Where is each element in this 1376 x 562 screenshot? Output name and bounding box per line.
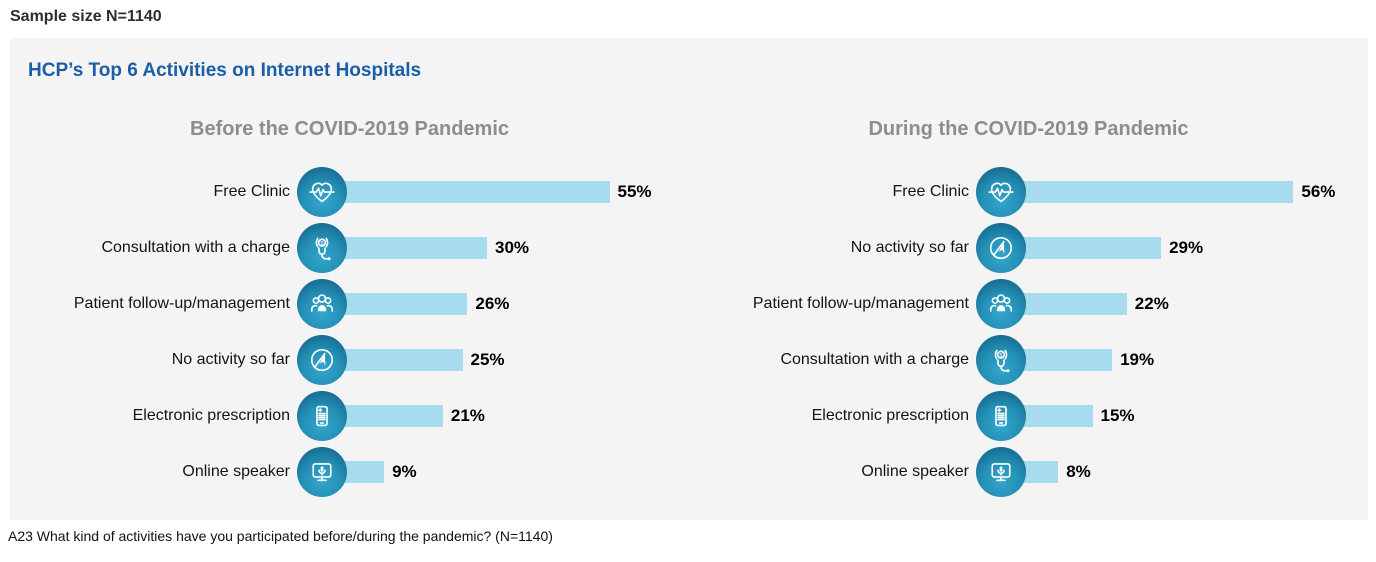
value-label: 9% [392, 462, 417, 481]
chart-during-rows: Free Clinic 56% No activity so far 29% Patie… [689, 167, 1368, 497]
value-label: 29% [1169, 238, 1204, 257]
phone-prescription-icon [976, 391, 1026, 441]
survey-question-footnote: A23 What kind of activities have you par… [8, 528, 553, 544]
value-label: 25% [470, 350, 505, 369]
category-label: No activity so far [171, 351, 290, 368]
chart-row: No activity so far 25% [10, 335, 689, 385]
category-label: No activity so far [850, 239, 969, 256]
category-label: Electronic prescription [132, 407, 290, 424]
value-label: 15% [1100, 406, 1135, 425]
chart-row: Free Clinic 56% [689, 167, 1368, 217]
category-label: Consultation with a charge [780, 351, 969, 368]
bar [340, 181, 610, 203]
category-label: Patient follow-up/management [73, 295, 290, 312]
value-label: 55% [617, 182, 652, 201]
bar [1019, 405, 1093, 427]
monitor-mic-icon [976, 447, 1026, 497]
paper-plane-icon [297, 335, 347, 385]
bar [1019, 349, 1113, 371]
chart-before-rows: Free Clinic 55% Consultation with a charge… [10, 167, 689, 497]
charts-container: Before the COVID-2019 Pandemic Free Clin… [10, 106, 1368, 497]
svg-text:$: $ [320, 241, 324, 247]
chart-row: Consultation with a charge $30% [10, 223, 689, 273]
bar [340, 237, 487, 259]
monitor-mic-icon [297, 447, 347, 497]
svg-text:$: $ [999, 353, 1003, 359]
category-label: Free Clinic [892, 183, 969, 200]
bar [1019, 181, 1294, 203]
bar [340, 349, 463, 371]
value-label: 21% [450, 406, 485, 425]
chart-row: Online speaker 9% [10, 447, 689, 497]
category-label: Consultation with a charge [101, 239, 290, 256]
chart-during-title: During the COVID-2019 Pandemic [868, 118, 1189, 140]
bar [1019, 461, 1059, 483]
heartbeat-icon [976, 167, 1026, 217]
sample-size-label: Sample size N=1140 [10, 8, 162, 25]
chart-row: Electronic prescription 21% [10, 391, 689, 441]
heartbeat-icon [297, 167, 347, 217]
chart-row: Free Clinic 55% [10, 167, 689, 217]
bar [1019, 237, 1162, 259]
chart-row: Patient follow-up/management 22% [689, 279, 1368, 329]
value-label: 8% [1066, 462, 1091, 481]
chart-before-pandemic: Before the COVID-2019 Pandemic Free Clin… [10, 106, 689, 497]
page-title: HCP’s Top 6 Activities on Internet Hospi… [28, 60, 422, 81]
category-label: Online speaker [861, 463, 969, 480]
value-label: 30% [495, 238, 530, 257]
category-label: Electronic prescription [811, 407, 969, 424]
chart-before-title: Before the COVID-2019 Pandemic [190, 118, 509, 140]
chart-row: Electronic prescription 15% [689, 391, 1368, 441]
stethoscope-dollar-icon: $ [297, 223, 347, 273]
chart-row: Consultation with a charge $19% [689, 335, 1368, 385]
paper-plane-icon [976, 223, 1026, 273]
phone-prescription-icon [297, 391, 347, 441]
people-group-icon [297, 279, 347, 329]
chart-row: Online speaker 8% [689, 447, 1368, 497]
bar [340, 405, 443, 427]
chart-panel: HCP’s Top 6 Activities on Internet Hospi… [10, 38, 1368, 520]
chart-row: Patient follow-up/management 26% [10, 279, 689, 329]
value-label: 22% [1134, 294, 1169, 313]
category-label: Patient follow-up/management [752, 295, 969, 312]
bar [1019, 293, 1127, 315]
category-label: Free Clinic [213, 183, 290, 200]
bar [340, 293, 468, 315]
bar [340, 461, 385, 483]
category-label: Online speaker [182, 463, 290, 480]
chart-row: No activity so far 29% [689, 223, 1368, 273]
value-label: 19% [1120, 350, 1155, 369]
chart-during-pandemic: During the COVID-2019 Pandemic Free Clin… [689, 106, 1368, 497]
value-label: 56% [1301, 182, 1336, 201]
stethoscope-dollar-icon: $ [976, 335, 1026, 385]
people-group-icon [976, 279, 1026, 329]
value-label: 26% [475, 294, 510, 313]
